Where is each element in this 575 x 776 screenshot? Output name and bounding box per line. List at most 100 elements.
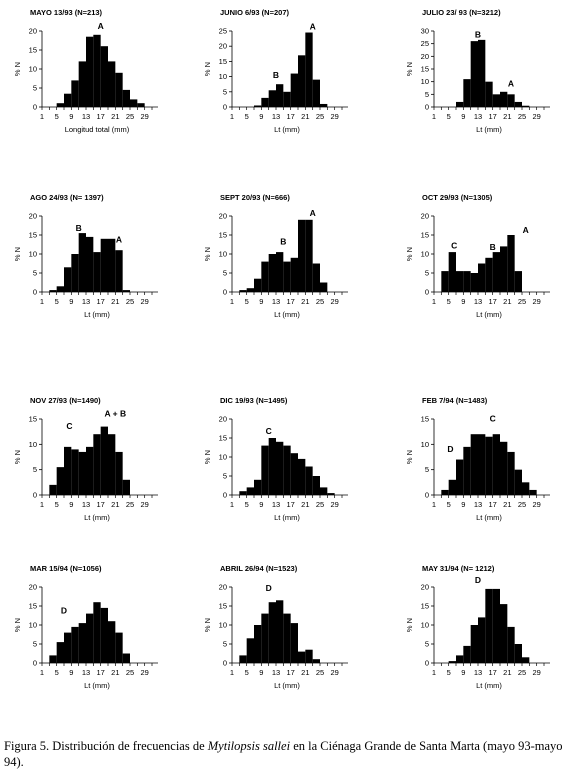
histogram-bar <box>305 32 313 107</box>
x-tick-label: 17 <box>286 112 294 121</box>
x-tick-label: 25 <box>518 668 526 677</box>
y-tick-label: 10 <box>29 440 37 449</box>
histogram-bar <box>492 588 500 663</box>
y-tick-label: 0 <box>33 288 37 297</box>
histogram-bar <box>290 623 298 663</box>
x-tick-label: 21 <box>111 668 119 677</box>
x-tick-label: 25 <box>316 297 324 306</box>
histogram-bar <box>64 446 72 495</box>
x-tick-label: 1 <box>230 668 234 677</box>
x-tick-label: 9 <box>461 668 465 677</box>
peak-annotation: B <box>76 223 82 233</box>
histogram-bar <box>456 101 464 107</box>
histogram-bar <box>290 257 298 292</box>
peak-annotation: C <box>66 421 72 431</box>
histogram-bar <box>268 254 276 292</box>
x-tick-label: 17 <box>286 668 294 677</box>
histogram-bar <box>137 103 145 107</box>
x-tick-label: 21 <box>503 668 511 677</box>
x-tick-label: 25 <box>126 297 134 306</box>
x-tick-label: 17 <box>96 112 104 121</box>
x-tick-label: 1 <box>432 668 436 677</box>
y-tick-label: 0 <box>33 103 37 112</box>
histogram-bar <box>268 602 276 663</box>
x-tick-label: 13 <box>82 112 90 121</box>
histogram-bar <box>64 93 72 107</box>
histogram-bar <box>283 91 291 107</box>
x-axis-label: Lt (mm) <box>274 310 300 319</box>
histogram-bar <box>115 250 123 292</box>
x-tick-label: 29 <box>532 297 540 306</box>
peak-annotation: C <box>490 414 496 424</box>
y-axis-label: % N <box>13 618 22 632</box>
y-tick-label: 5 <box>33 84 37 93</box>
histogram-bar <box>261 261 269 292</box>
histogram-bar <box>122 653 130 663</box>
y-tick-label: 20 <box>29 27 37 36</box>
histogram-bar <box>100 426 108 495</box>
histogram-bar <box>448 661 456 663</box>
histogram-bar <box>492 434 500 495</box>
histogram-bar <box>93 252 101 292</box>
histogram-bar <box>246 288 254 292</box>
x-tick-label: 9 <box>461 112 465 121</box>
histogram-bar <box>305 649 313 663</box>
histogram-bar <box>456 271 464 292</box>
histogram-bar <box>441 271 449 292</box>
y-tick-label: 15 <box>219 602 227 611</box>
x-tick-label: 29 <box>330 668 338 677</box>
peak-annotation: A <box>116 235 122 245</box>
x-tick-label: 9 <box>259 112 263 121</box>
histogram-bar <box>485 257 493 292</box>
histogram-bar <box>478 39 486 108</box>
y-tick-label: 20 <box>219 42 227 51</box>
histogram-bar <box>276 441 284 495</box>
histogram-bar <box>130 99 138 107</box>
peak-annotation: A <box>508 79 514 89</box>
x-tick-label: 9 <box>69 668 73 677</box>
x-tick-label: 21 <box>301 668 309 677</box>
histogram-bar <box>78 623 86 663</box>
x-tick-label: 29 <box>140 297 148 306</box>
x-tick-label: 1 <box>40 500 44 509</box>
x-tick-label: 1 <box>230 112 234 121</box>
histogram-bar <box>115 72 123 107</box>
x-tick-label: 5 <box>245 297 249 306</box>
x-tick-label: 17 <box>488 668 496 677</box>
histogram-bar <box>290 73 298 107</box>
histogram-bar <box>239 655 247 663</box>
histogram-bar <box>514 469 522 495</box>
peak-annotation: B <box>475 29 481 39</box>
histogram-bar <box>514 271 522 292</box>
y-tick-label: 10 <box>29 65 37 74</box>
x-tick-label: 13 <box>474 297 482 306</box>
histogram-bar <box>100 46 108 107</box>
histogram-bar <box>298 55 306 107</box>
y-tick-label: 20 <box>421 52 429 61</box>
histogram-bar <box>261 613 269 663</box>
panel-title: AGO 24/93 (N= 1397) <box>30 193 104 202</box>
histogram-bar <box>283 613 291 663</box>
histogram-bar <box>78 233 86 292</box>
histogram-bar <box>478 434 486 495</box>
y-tick-label: 15 <box>219 57 227 66</box>
panel-title: ABRIL 26/94 (N=1523) <box>220 564 298 573</box>
y-tick-label: 25 <box>421 39 429 48</box>
histogram-bar <box>470 273 478 292</box>
x-tick-label: 29 <box>140 500 148 509</box>
histogram-bar <box>71 626 79 663</box>
x-tick-label: 25 <box>316 500 324 509</box>
y-tick-label: 5 <box>33 640 37 649</box>
x-tick-label: 5 <box>447 297 451 306</box>
histogram-bar <box>71 80 79 107</box>
x-tick-label: 13 <box>474 112 482 121</box>
peak-annotation: D <box>447 444 453 454</box>
histogram-bar <box>448 252 456 292</box>
y-tick-label: 5 <box>223 87 227 96</box>
x-axis-label: Lt (mm) <box>274 513 300 522</box>
histogram-bar <box>312 79 320 107</box>
y-tick-label: 20 <box>29 583 37 592</box>
